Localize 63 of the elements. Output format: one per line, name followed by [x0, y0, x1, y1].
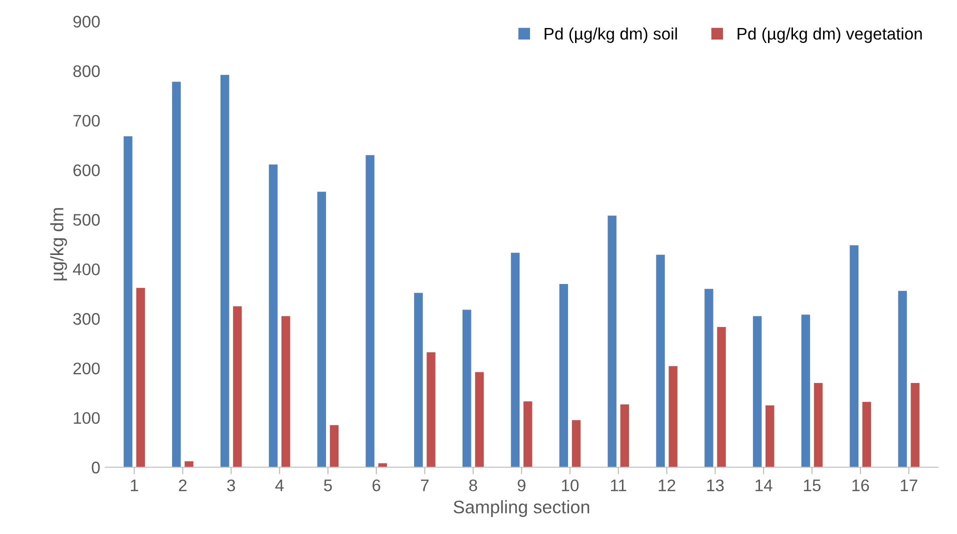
- x-axis-title: Sampling section: [454, 500, 590, 517]
- x-tick-label: 12: [658, 479, 676, 492]
- bar: [136, 288, 145, 468]
- bar: [814, 383, 823, 468]
- x-tick-label: 2: [178, 479, 187, 492]
- bar: [559, 284, 568, 468]
- x-tick-label: 3: [227, 479, 236, 492]
- y-axis-title: µg/kg dm: [50, 208, 68, 280]
- bar: [366, 155, 374, 468]
- legend-label: Pd (µg/kg dm) soil: [544, 27, 677, 43]
- bar: [850, 245, 858, 468]
- bar: [281, 316, 290, 468]
- bar: [608, 216, 616, 468]
- bar: [462, 310, 472, 468]
- x-tick-label: 4: [275, 480, 284, 492]
- legend-label: Pd (µg/kg dm) vegetation: [738, 27, 922, 43]
- bar: [572, 420, 581, 468]
- y-tick-label: 700: [73, 114, 100, 127]
- bar: [475, 372, 484, 468]
- bar: [524, 401, 532, 468]
- y-tick-label: 400: [72, 263, 100, 276]
- y-tick-label: 900: [73, 16, 100, 28]
- y-tick-label: 300: [73, 313, 100, 325]
- bar: [620, 404, 630, 468]
- x-tick-label: 10: [562, 479, 579, 492]
- bar: [801, 314, 810, 468]
- x-tick-label: 7: [420, 480, 429, 492]
- x-tick-label: 16: [852, 479, 869, 492]
- bar: [668, 366, 678, 468]
- x-tick-label: 14: [756, 480, 772, 492]
- x-tick-label: 9: [518, 479, 526, 492]
- bar: [766, 405, 774, 468]
- x-tick-label: 17: [900, 480, 918, 492]
- bar: [317, 192, 326, 468]
- y-tick-label: 0: [92, 462, 100, 474]
- bar: [220, 74, 230, 468]
- x-tick-label: 6: [372, 479, 380, 492]
- bar: [426, 352, 436, 468]
- y-tick-label: 200: [73, 362, 100, 374]
- x-tick-label: 15: [804, 480, 821, 492]
- x-tick-label: 13: [707, 479, 724, 492]
- bar: [510, 252, 520, 468]
- x-tick-label: 11: [610, 480, 626, 492]
- bar: [172, 82, 181, 468]
- bar: [233, 306, 242, 468]
- y-tick-label: 800: [73, 65, 100, 78]
- x-tick-label: 1: [130, 480, 138, 492]
- bar: [268, 164, 278, 468]
- bar: [414, 292, 423, 468]
- bar: [910, 383, 920, 468]
- y-tick-label: 500: [73, 214, 100, 226]
- bar: [124, 136, 132, 468]
- bar: [330, 425, 339, 468]
- bar: [656, 254, 665, 468]
- x-tick-label: 5: [324, 480, 332, 492]
- y-tick-label: 600: [73, 164, 100, 176]
- bar: [752, 316, 762, 468]
- bar: [862, 402, 872, 468]
- bar: [898, 290, 907, 468]
- x-tick-label: 8: [469, 479, 478, 492]
- bar: [717, 327, 726, 468]
- y-tick-label: 100: [74, 412, 100, 424]
- bar: [704, 288, 714, 468]
